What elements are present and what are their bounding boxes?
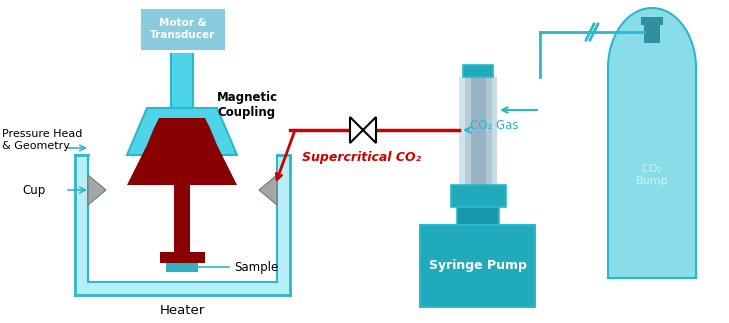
Polygon shape <box>350 117 363 143</box>
Bar <box>457 207 499 225</box>
Bar <box>476 77 477 185</box>
Polygon shape <box>88 175 106 205</box>
Text: Magnetic
Coupling: Magnetic Coupling <box>217 91 278 119</box>
Polygon shape <box>259 175 277 205</box>
Bar <box>451 185 506 207</box>
Bar <box>490 77 491 185</box>
Bar <box>644 25 660 43</box>
Text: Heater: Heater <box>160 304 205 317</box>
Bar <box>464 77 465 185</box>
Bar <box>460 77 461 185</box>
Polygon shape <box>147 118 217 145</box>
Bar <box>471 77 472 185</box>
Bar <box>75 155 290 295</box>
Bar <box>486 77 487 185</box>
Bar <box>469 77 470 185</box>
Bar <box>465 77 466 185</box>
FancyBboxPatch shape <box>139 7 226 51</box>
Text: CO₂ Gas: CO₂ Gas <box>470 119 518 131</box>
Bar <box>496 77 497 185</box>
Polygon shape <box>127 145 237 185</box>
Bar <box>494 77 495 185</box>
Bar <box>463 65 493 77</box>
Bar <box>468 77 469 185</box>
Bar <box>461 77 462 185</box>
Bar <box>470 77 471 185</box>
Bar <box>482 77 483 185</box>
Bar <box>174 185 190 252</box>
Polygon shape <box>127 108 237 155</box>
Bar <box>88 155 277 282</box>
Bar <box>478 77 479 185</box>
Bar <box>492 77 493 185</box>
Bar <box>463 77 464 185</box>
Bar <box>472 77 473 185</box>
Bar <box>481 77 482 185</box>
Bar <box>608 68 696 278</box>
Bar <box>489 77 490 185</box>
Bar <box>487 77 488 185</box>
Bar <box>479 77 480 185</box>
Text: Cup: Cup <box>22 183 45 196</box>
Bar <box>466 77 467 185</box>
Text: Pressure Head
& Geometry: Pressure Head & Geometry <box>2 129 82 151</box>
Ellipse shape <box>608 8 696 128</box>
Bar <box>475 77 476 185</box>
Bar <box>467 77 468 185</box>
Bar <box>495 77 496 185</box>
Bar <box>484 77 485 185</box>
Text: CO₂
Bump: CO₂ Bump <box>636 164 668 186</box>
Bar <box>473 77 474 185</box>
Bar <box>477 77 478 185</box>
FancyBboxPatch shape <box>420 225 535 307</box>
Polygon shape <box>363 117 376 143</box>
Bar <box>166 263 198 272</box>
Bar <box>480 77 481 185</box>
Text: Syringe Pump: Syringe Pump <box>429 259 527 273</box>
Bar <box>483 77 484 185</box>
Bar <box>641 17 663 25</box>
Bar <box>459 77 460 185</box>
Bar <box>488 77 489 185</box>
Bar <box>493 77 494 185</box>
Bar <box>491 77 492 185</box>
Bar <box>485 77 486 185</box>
Bar <box>474 77 475 185</box>
Bar <box>462 77 463 185</box>
Bar <box>171 50 193 108</box>
Text: Motor &
Transducer: Motor & Transducer <box>150 18 215 40</box>
Polygon shape <box>152 155 212 167</box>
Text: Sample: Sample <box>234 261 278 274</box>
Bar <box>160 252 205 263</box>
Text: Supercritical CO₂: Supercritical CO₂ <box>302 151 421 163</box>
